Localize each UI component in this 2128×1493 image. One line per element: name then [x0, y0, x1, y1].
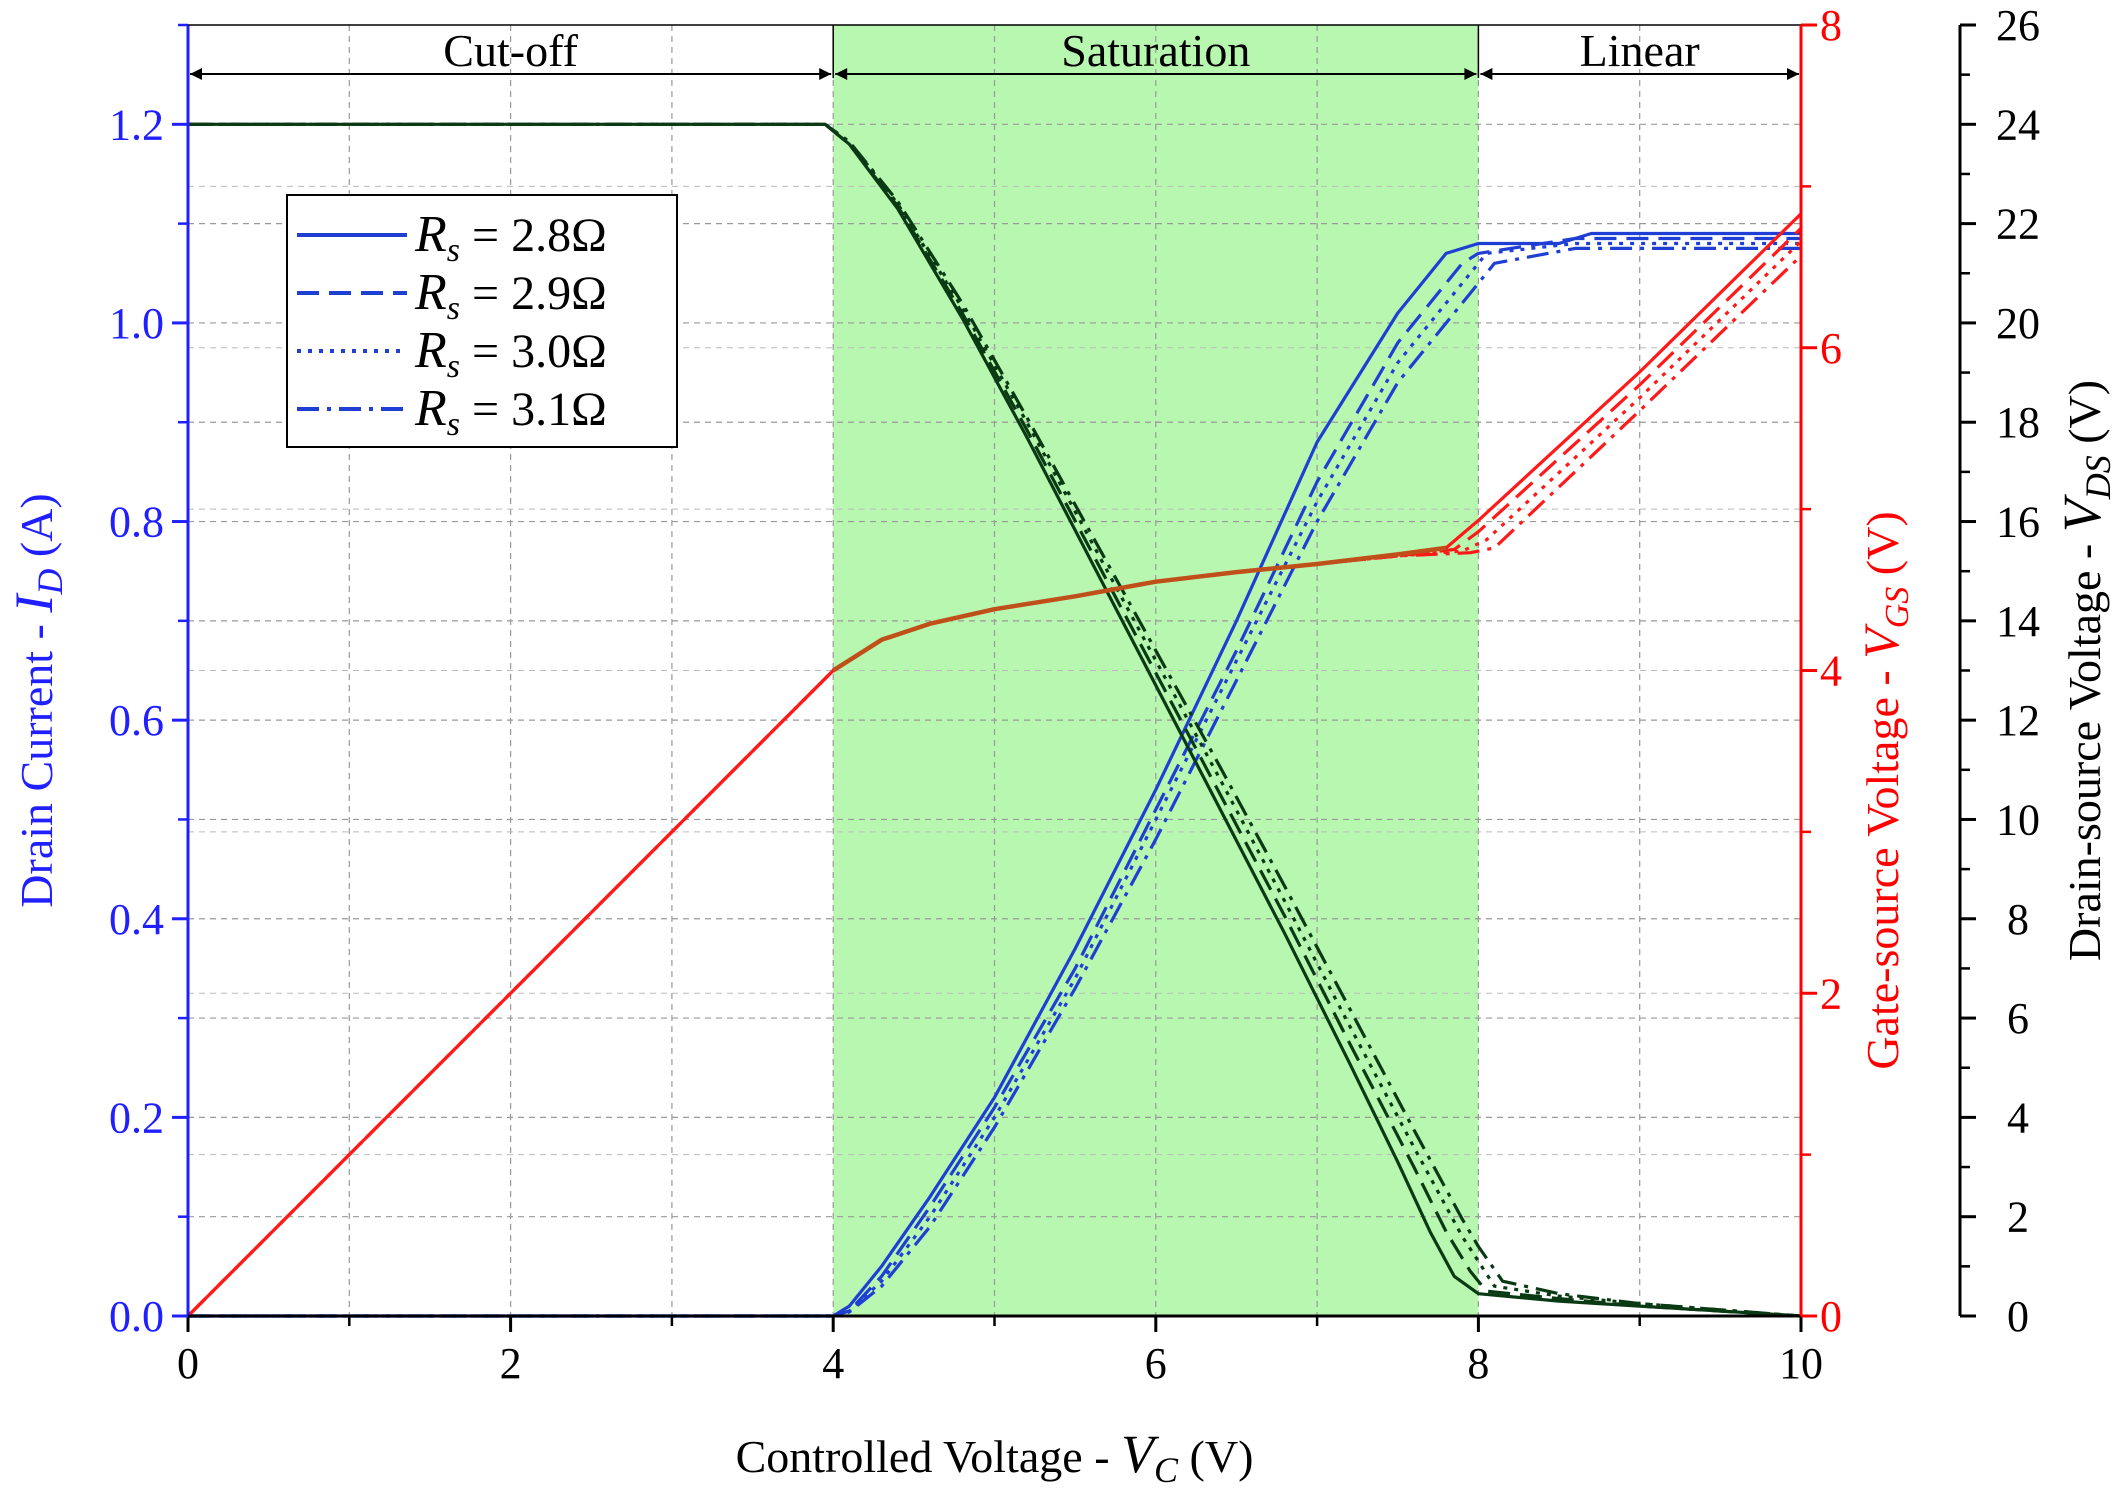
legend-label-symbol: R	[414, 264, 447, 321]
y-right2-axis-title-subscript: DS	[2078, 455, 2118, 500]
series-id-rs-3-1	[188, 246, 1801, 1318]
y-right2-tick-label: 18	[1996, 398, 2040, 447]
region-label-cut-off: Cut-off	[443, 25, 578, 76]
y-right2-axis-title-unit: (V)	[2059, 380, 2110, 455]
y-right2-tick-label: 4	[2007, 1093, 2029, 1142]
y-right2-tick-label: 20	[1996, 299, 2040, 348]
y-right2-axis-title-symbol: V	[2052, 493, 2112, 532]
y-right1-tick-label: 2	[1820, 969, 1842, 1018]
legend-label-subscript: s	[447, 232, 460, 269]
y-right2-tick-label: 6	[2007, 994, 2029, 1043]
legend-label: Rs = 3.0Ω	[414, 322, 607, 385]
series-id-rs-2-9	[188, 236, 1801, 1318]
y-right1-axis-title-unit: (V)	[1857, 511, 1908, 586]
y-right2-tick-label: 12	[1996, 696, 2040, 745]
legend-label-subscript: s	[447, 290, 460, 327]
legend-label-value: = 2.9Ω	[460, 267, 607, 320]
y-right1-tick-label: 0	[1820, 1292, 1842, 1341]
x-axis-title-unit: (V)	[1178, 1431, 1253, 1482]
y-right2-tick-label: 24	[1996, 100, 2040, 149]
y-left-axis-title-subscript: D	[30, 569, 70, 596]
region-label-saturation: Saturation	[1061, 25, 1250, 76]
y-right1-axis-title-prefix: Gate-source Voltage -	[1857, 659, 1908, 1070]
series-vds-rs-2-9	[188, 122, 1802, 1318]
x-tick-label: 10	[1779, 1339, 1823, 1388]
y-right1-axis-title-subscript: GS	[1879, 587, 1916, 629]
x-axis-title-prefix: Controlled Voltage -	[736, 1431, 1121, 1482]
y-left-axis-title-symbol: I	[4, 592, 64, 614]
legend-label-symbol: R	[414, 206, 447, 263]
region-label-linear: Linear	[1580, 25, 1700, 76]
legend-label-subscript: s	[447, 406, 460, 443]
y-right2-tick-label: 10	[1996, 795, 2040, 844]
y-right1-tick-label: 8	[1820, 1, 1842, 50]
legend-label-value: = 3.0Ω	[460, 325, 607, 378]
y-right2-tick-label: 14	[1996, 597, 2040, 646]
legend-label-subscript: s	[447, 348, 460, 385]
y-left-axis-title: Drain Current - ID (A)	[4, 493, 70, 907]
y-left-axis-title-prefix: Drain Current -	[11, 613, 62, 908]
series-vds-rs-3-1	[188, 122, 1802, 1318]
legend-label-value: = 3.1Ω	[460, 383, 607, 436]
y-left-tick-label: 0.8	[109, 498, 164, 547]
x-axis-title-symbol: V	[1121, 1424, 1160, 1484]
y-left-tick-label: 0.0	[109, 1292, 164, 1341]
y-left-tick-label: 1.2	[109, 100, 164, 149]
x-tick-label: 4	[822, 1339, 844, 1388]
y-right2-tick-label: 26	[1996, 1, 2040, 50]
axes: 0 2 4 6 8 100.00.20.40.60.81.01.2024680246810…	[4, 1, 2118, 1490]
legend-label-symbol: R	[414, 380, 447, 437]
y-right2-axis-title-prefix: Drain-source Voltage -	[2059, 532, 2110, 961]
legend-label-value: = 2.8Ω	[460, 209, 607, 262]
series-lines	[186, 122, 1803, 1318]
region-annotations: Cut-off Saturation Linear	[190, 25, 1799, 80]
legend-label: Rs = 2.9Ω	[414, 264, 607, 327]
y-right1-axis-title: Gate-source Voltage - VGS (V)	[1853, 511, 1916, 1069]
x-tick-label: 6	[1145, 1339, 1167, 1388]
x-tick-label: 0	[177, 1339, 199, 1388]
series-vds-rs-3	[188, 122, 1802, 1318]
legend-label-symbol: R	[414, 322, 447, 379]
y-right1-tick-label: 4	[1820, 647, 1842, 696]
series-id-rs-2-8	[188, 231, 1801, 1318]
y-left-tick-label: 1.0	[109, 299, 164, 348]
y-left-tick-label: 0.4	[109, 895, 164, 944]
y-right2-tick-label: 8	[2007, 895, 2029, 944]
legend-label: Rs = 3.1Ω	[414, 380, 607, 443]
series-vgs-overlap-band	[831, 545, 1447, 673]
legend-label: Rs = 2.8Ω	[414, 206, 607, 269]
x-tick-label: 8	[1467, 1339, 1489, 1388]
series-vds-rs-2-8	[188, 122, 1802, 1318]
y-right2-axis-title: Drain-source Voltage - VDS (V)	[2052, 380, 2118, 961]
y-right2-tick-label: 22	[1996, 200, 2040, 249]
y-left-axis-title-unit: (A)	[11, 493, 62, 568]
x-axis-title-subscript: C	[1154, 1450, 1179, 1490]
y-right2-tick-label: 0	[2007, 1292, 2029, 1341]
y-left-tick-label: 0.2	[109, 1093, 164, 1142]
x-axis-title: Controlled Voltage - VC (V)	[736, 1424, 1254, 1490]
x-tick-label: 2	[500, 1339, 522, 1388]
y-right1-tick-label: 6	[1820, 324, 1842, 373]
y-right2-tick-label: 2	[2007, 1193, 2029, 1242]
y-right1-axis-title-symbol: V	[1853, 623, 1909, 659]
y-left-tick-label: 0.6	[109, 696, 164, 745]
y-right2-tick-label: 16	[1996, 498, 2040, 547]
